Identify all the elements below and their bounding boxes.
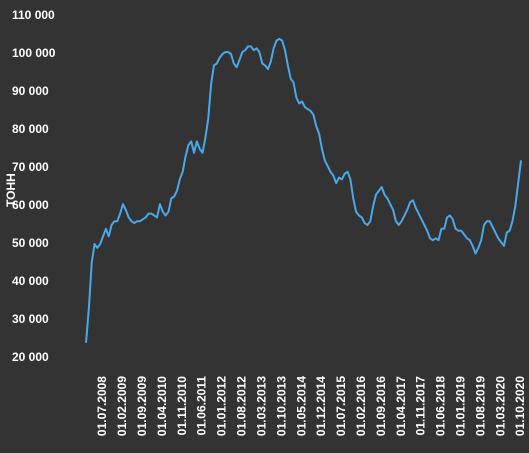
y-tick-label: 110 000 (12, 8, 55, 22)
x-tick-label: 01.06.2018 (434, 376, 448, 436)
y-tick-label: 20 000 (12, 350, 49, 364)
x-tick-label: 01.09.2009 (135, 376, 149, 436)
y-tick-label: 80 000 (12, 122, 49, 136)
line (85, 37, 522, 343)
x-tick-label: 01.03.2020 (493, 376, 507, 436)
y-tick-label: 70 000 (12, 160, 49, 174)
x-tick-label: 01.07.2015 (334, 376, 348, 436)
x-tick-label: 01.02.2016 (354, 376, 368, 436)
x-tick-label: 01.04.2010 (155, 376, 169, 436)
x-tick-label: 01.12.2014 (314, 376, 328, 436)
x-tick-label: 01.10.2013 (274, 376, 288, 436)
x-tick-label: 01.08.2012 (235, 376, 249, 436)
y-tick-label: 100 000 (12, 46, 56, 60)
x-tick-label: 01.01.2019 (453, 376, 467, 436)
x-tick-label: 01.08.2019 (473, 376, 487, 436)
x-tick-label: 01.09.2016 (374, 376, 388, 436)
x-tick-label: 01.05.2014 (294, 376, 308, 436)
x-tick-label: 01.07.2008 (95, 376, 109, 436)
y-tick-label: 30 000 (12, 312, 49, 326)
x-tick-label: 01.02.2009 (115, 376, 129, 436)
y-axis-title: ТОНН (4, 173, 18, 207)
y-tick-label: 40 000 (12, 274, 49, 288)
x-tick-label: 01.01.2012 (215, 376, 229, 436)
x-tick-label: 01.04.2017 (394, 376, 408, 436)
y-tick-label: 90 000 (12, 84, 49, 98)
x-tick-label: 01.10.2020 (513, 376, 527, 436)
x-tick-label: 01.03.2013 (254, 376, 268, 436)
y-tick-label: 50 000 (12, 236, 49, 250)
x-tick-label: 01.11.2010 (175, 376, 189, 436)
x-tick-label: 01.06.2011 (195, 376, 209, 436)
y-tick-label: 60 000 (12, 198, 49, 212)
x-tick-label: 01.11.2017 (414, 376, 428, 436)
